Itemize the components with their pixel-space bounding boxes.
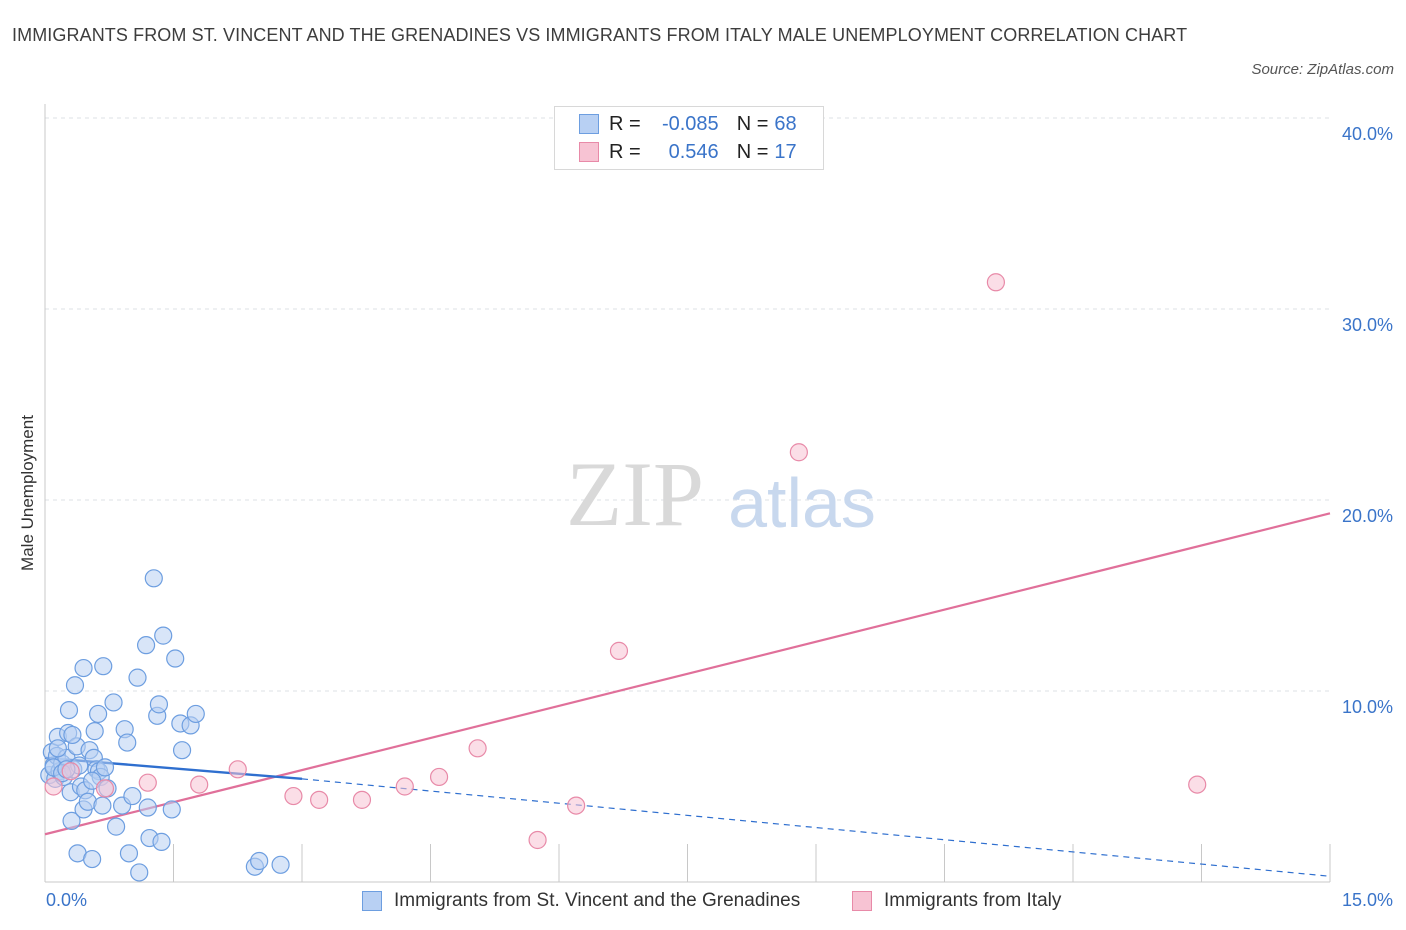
pink-point bbox=[284, 786, 303, 806]
legend-n-label: N = bbox=[736, 112, 769, 135]
legend-n-value: 68 bbox=[774, 112, 797, 135]
bottom-legend-pink: Immigrants from Italy bbox=[852, 890, 1061, 912]
blue-point bbox=[154, 626, 173, 645]
source-label: Source: ZipAtlas.com bbox=[1251, 61, 1394, 78]
blue-point bbox=[186, 704, 205, 724]
blue-point bbox=[138, 798, 157, 817]
x-tick-label-min: 0.0% bbox=[46, 890, 88, 910]
pink-point bbox=[429, 767, 449, 787]
blue-point bbox=[128, 668, 147, 687]
legend-row-blue: R = -0.085 N = 68 bbox=[579, 112, 797, 136]
bottom-legend-swatch-blue bbox=[362, 891, 382, 911]
pink-trend-line bbox=[44, 512, 1331, 836]
y-axis-label: Male Unemployment bbox=[18, 415, 37, 571]
blue-point bbox=[63, 725, 82, 745]
trend-lines bbox=[44, 512, 1331, 877]
pink-point bbox=[1188, 775, 1207, 794]
pink-point bbox=[528, 830, 547, 850]
y-tick-label: 20.0% bbox=[1342, 506, 1393, 526]
blue-trend-line-dashed bbox=[301, 778, 1331, 877]
y-tick-label: 40.0% bbox=[1342, 124, 1393, 144]
chart-title: IMMIGRANTS FROM ST. VINCENT AND THE GREN… bbox=[12, 25, 1188, 45]
blue-point bbox=[250, 851, 269, 871]
blue-point bbox=[136, 636, 156, 655]
pink-point bbox=[44, 777, 63, 796]
y-tick-label: 10.0% bbox=[1342, 697, 1393, 717]
blue-point bbox=[130, 863, 149, 882]
watermark-atlas: atlas bbox=[728, 464, 876, 542]
pink-point bbox=[986, 273, 1006, 292]
y-tick-labels: 10.0% 20.0% 30.0% 40.0% bbox=[1342, 124, 1393, 717]
legend-r-value: -0.085 bbox=[661, 112, 719, 135]
legend-r-label: R = bbox=[609, 140, 641, 163]
x-tick-label-max: 15.0% bbox=[1341, 890, 1393, 910]
blue-point bbox=[85, 722, 104, 741]
blue-point bbox=[94, 657, 113, 676]
legend-r-value: 0.546 bbox=[668, 140, 719, 163]
legend-n-label: N = bbox=[736, 140, 769, 163]
blue-point bbox=[65, 676, 85, 695]
blue-point bbox=[83, 849, 102, 869]
pink-point bbox=[567, 796, 586, 815]
pink-point bbox=[190, 775, 209, 794]
blue-point bbox=[123, 786, 142, 806]
y-tick-label: 30.0% bbox=[1342, 315, 1393, 335]
legend-swatch-blue bbox=[579, 114, 599, 134]
legend-r-label: R = bbox=[609, 112, 641, 135]
bottom-legend-label-blue: Immigrants from St. Vincent and the Gren… bbox=[394, 890, 801, 911]
pink-point bbox=[95, 779, 115, 798]
blue-point bbox=[162, 800, 181, 819]
pink-point bbox=[61, 762, 80, 781]
watermark: ZIP atlas bbox=[566, 443, 876, 545]
pink-point bbox=[395, 777, 414, 796]
bottom-legend-blue: Immigrants from St. Vincent and the Gren… bbox=[362, 890, 800, 912]
blue-point bbox=[93, 796, 112, 815]
legend-box: R = -0.085 N = 68 R = 0.546 N = 17 bbox=[554, 106, 824, 170]
blue-point bbox=[172, 741, 192, 760]
legend-n-value: 17 bbox=[774, 140, 797, 163]
pink-point bbox=[310, 790, 329, 809]
legend-swatch-pink bbox=[579, 142, 599, 162]
pink-point bbox=[609, 641, 629, 660]
blue-point bbox=[119, 844, 139, 863]
blue-point bbox=[59, 700, 79, 720]
blue-point bbox=[89, 704, 108, 724]
points bbox=[40, 273, 1207, 882]
legend-row-pink: R = 0.546 N = 17 bbox=[579, 140, 797, 164]
blue-point bbox=[144, 569, 163, 588]
blue-point bbox=[74, 658, 93, 678]
blue-point bbox=[271, 855, 290, 874]
blue-point bbox=[62, 811, 81, 830]
blue-point bbox=[149, 695, 169, 714]
blue-point bbox=[166, 649, 185, 668]
pink-point bbox=[789, 443, 808, 462]
blue-point bbox=[107, 817, 126, 836]
watermark-zip: ZIP bbox=[566, 443, 704, 545]
pink-point bbox=[468, 739, 487, 758]
blue-point bbox=[104, 693, 123, 712]
pink-point bbox=[138, 773, 157, 792]
blue-point bbox=[118, 733, 137, 752]
pink-point bbox=[228, 760, 247, 779]
blue-point bbox=[152, 832, 171, 851]
pink-point bbox=[352, 790, 372, 809]
blue-point bbox=[95, 758, 115, 777]
bottom-legend-swatch-pink bbox=[852, 891, 872, 911]
bottom-legend-label-pink: Immigrants from Italy bbox=[884, 890, 1062, 911]
blue-point bbox=[48, 739, 67, 758]
